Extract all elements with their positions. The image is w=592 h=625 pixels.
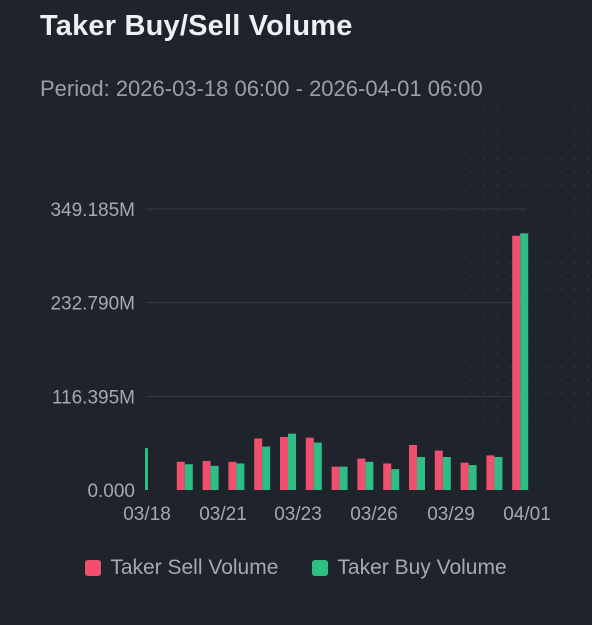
- x-tick-label: 04/01: [503, 504, 551, 525]
- buy-bar: [468, 465, 477, 490]
- buy-bar: [210, 465, 219, 490]
- buy-bar: [391, 469, 400, 490]
- buy-swatch-icon: [312, 560, 329, 576]
- buy-bar: [184, 464, 193, 490]
- bar-chart: 0.000 116.395M 232.790M 349.185M 03/18 03/21 0…: [50, 100, 592, 525]
- sell-bar: [228, 461, 237, 490]
- dot-pattern-fade: [380, 100, 500, 430]
- sell-bar: [254, 438, 263, 490]
- buy-bar: [313, 442, 322, 490]
- sell-bar: [383, 463, 392, 490]
- chart-title: Taker Buy/Sell Volume: [40, 10, 353, 42]
- buy-bar: [365, 461, 374, 490]
- chart-legend: Taker Sell Volume Taker Buy Volume: [0, 556, 592, 580]
- sell-bar: [305, 437, 314, 490]
- legend-sell-label: Taker Sell Volume: [110, 556, 279, 579]
- sell-bar: [202, 461, 211, 490]
- sell-bar: [331, 466, 340, 490]
- y-tick-label: 232.790M: [50, 294, 135, 315]
- buy-bar: [236, 463, 245, 490]
- x-tick-label: 03/18: [123, 504, 171, 525]
- x-tick-label: 03/21: [199, 504, 247, 525]
- sell-swatch-icon: [85, 560, 102, 576]
- buy-bar: [494, 457, 503, 490]
- legend-buy-label: Taker Buy Volume: [337, 556, 507, 579]
- buy-bar: [417, 457, 425, 490]
- sell-bar: [486, 455, 495, 490]
- x-tick-label: 03/26: [350, 504, 398, 525]
- buy-bar: [339, 466, 348, 490]
- y-tick-label: 349.185M: [50, 200, 135, 221]
- legend-item-buy[interactable]: Taker Buy Volume: [312, 556, 507, 580]
- sell-bar: [280, 436, 288, 490]
- sell-bar: [357, 458, 366, 490]
- sell-bar: [434, 450, 443, 490]
- legend-item-sell[interactable]: Taker Sell Volume: [85, 556, 278, 580]
- buy-bar: [520, 233, 529, 490]
- sell-bar: [512, 235, 521, 490]
- buy-bar: [262, 446, 271, 490]
- buy-bar: [288, 433, 296, 490]
- period-label: Period: 2026-03-18 06:00 - 2026-04-01 06…: [40, 76, 483, 101]
- y-tick-label: 0.000: [87, 481, 135, 502]
- buy-bar: [442, 457, 451, 490]
- buy-bar: [145, 448, 148, 490]
- y-tick-label: 116.395M: [52, 387, 135, 408]
- x-tick-label: 03/23: [274, 504, 322, 525]
- sell-bar: [460, 462, 469, 490]
- sell-bar: [409, 444, 417, 490]
- x-tick-label: 03/29: [427, 504, 475, 525]
- sell-bar: [176, 461, 185, 490]
